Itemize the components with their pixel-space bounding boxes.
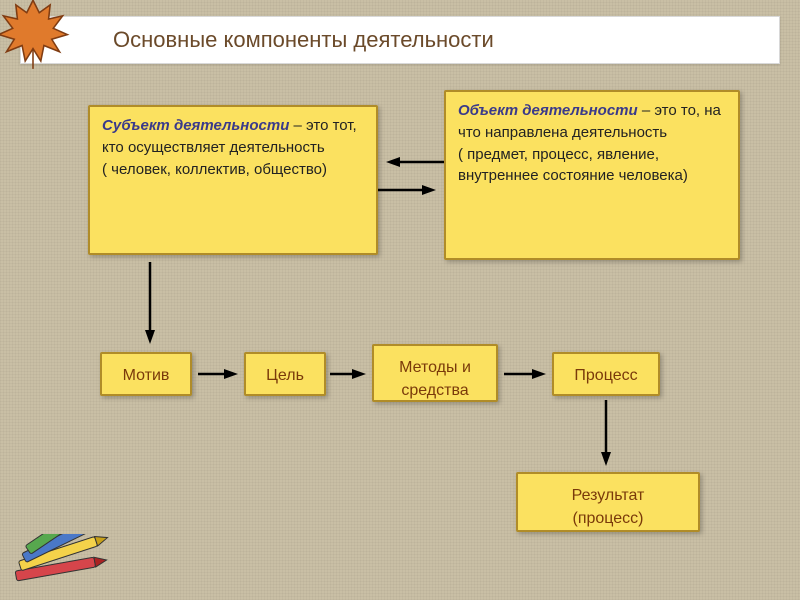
goal-label: Цель <box>266 367 304 384</box>
methods-label: Методы исредства <box>399 359 471 399</box>
motive-label: Мотив <box>123 367 170 384</box>
process-box: Процесс <box>552 352 660 396</box>
maple-leaf-icon <box>0 0 72 72</box>
goal-box: Цель <box>244 352 326 396</box>
object-header: Объект деятельности <box>458 102 638 119</box>
process-label: Процесс <box>574 367 637 384</box>
result-label: Результат(процесс) <box>572 487 645 527</box>
crayons-icon <box>10 534 160 594</box>
motive-box: Мотив <box>100 352 192 396</box>
methods-box: Методы исредства <box>372 344 498 402</box>
title-bar: Основные компоненты деятельности <box>20 16 780 64</box>
slide-canvas: Основные компоненты деятельности Субъект… <box>0 0 800 600</box>
subject-box: Субъект деятельности – это тот, кто осущ… <box>88 105 378 255</box>
subject-header: Субъект деятельности <box>102 117 289 134</box>
slide-title: Основные компоненты деятельности <box>113 27 494 53</box>
object-box: Объект деятельности – это то, на что нап… <box>444 90 740 260</box>
result-box: Результат(процесс) <box>516 472 700 532</box>
